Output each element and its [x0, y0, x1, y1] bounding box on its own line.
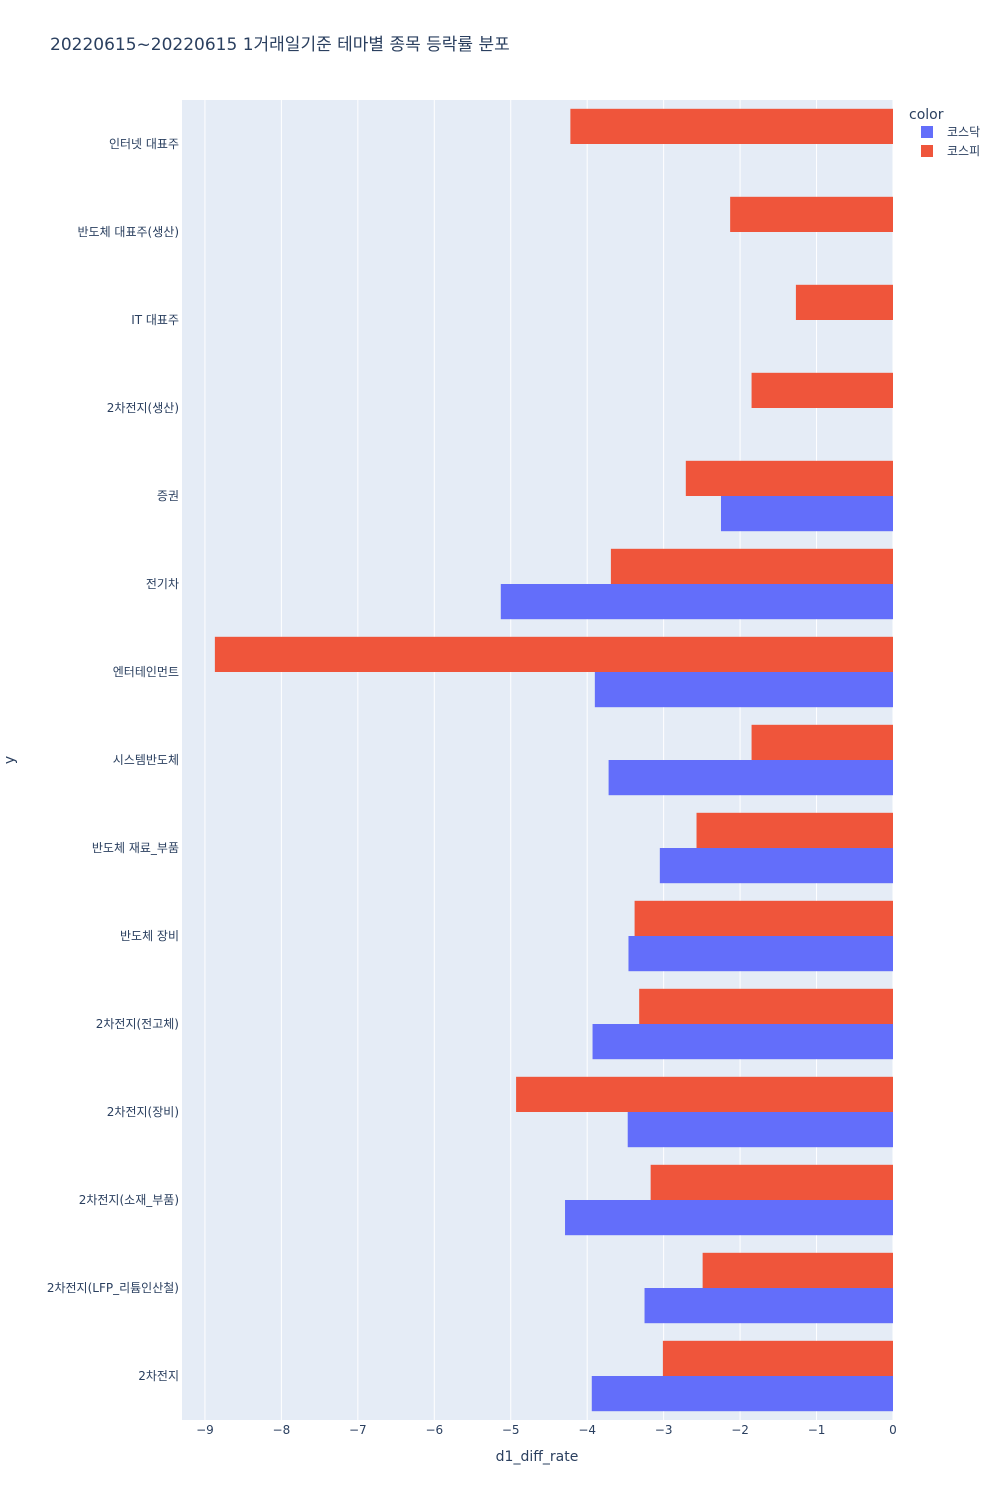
y-tick-label: 증권 [157, 489, 179, 503]
y-tick-label: 2차전지(생산) [107, 401, 179, 415]
x-axis-title: d1_diff_rate [496, 1449, 579, 1465]
bar-kospi[interactable] [610, 548, 893, 584]
bar-kospi[interactable] [570, 108, 893, 144]
y-tick-label: 2차전지(LFP_리튬인산철) [47, 1281, 179, 1295]
x-tick-label: −7 [349, 1423, 367, 1437]
bar-kospi[interactable] [639, 988, 893, 1024]
bar-kospi[interactable] [751, 724, 893, 760]
bar-kospi[interactable] [650, 1164, 893, 1200]
bar-kosdaq[interactable] [627, 1112, 893, 1148]
bar-kospi[interactable] [214, 636, 893, 672]
y-tick-label: 반도체 대표주(생산) [78, 225, 180, 239]
legend-label[interactable]: 코스닥 [947, 125, 980, 139]
x-tick-label: −3 [655, 1423, 673, 1437]
x-tick-label: −9 [196, 1423, 214, 1437]
bar-kospi[interactable] [685, 460, 893, 496]
x-tick-label: −8 [273, 1423, 291, 1437]
x-tick-label: 0 [889, 1423, 897, 1437]
bar-kospi[interactable] [634, 900, 893, 936]
y-tick-label: 시스템반도체 [113, 753, 179, 767]
bar-kosdaq[interactable] [644, 1288, 893, 1324]
y-tick-label: 엔터테인먼트 [113, 665, 179, 679]
bar-kosdaq[interactable] [628, 936, 893, 972]
chart-title: 20220615~20220615 1거래일기준 테마별 종목 등락률 분포 [50, 35, 510, 55]
y-tick-label: 인터넷 대표주 [109, 137, 179, 151]
bar-kosdaq[interactable] [608, 760, 893, 796]
x-tick-label: −2 [731, 1423, 749, 1437]
legend-title: color [909, 107, 944, 123]
y-tick-label: 2차전지(장비) [107, 1105, 179, 1119]
bar-kosdaq[interactable] [720, 496, 893, 532]
bars [214, 108, 893, 1412]
y-tick-label: 전기차 [146, 577, 179, 591]
y-tick-label: 반도체 장비 [120, 929, 179, 943]
bar-kospi[interactable] [730, 196, 893, 232]
bar-kospi[interactable] [751, 372, 893, 408]
legend-label[interactable]: 코스피 [947, 144, 980, 158]
bar-kospi[interactable] [662, 1340, 893, 1376]
x-tick-label: −6 [425, 1423, 443, 1437]
bar-kospi[interactable] [516, 1076, 893, 1112]
x-tick-labels: −9 −8 −7 −6 −5 −4 −3 −2 −1 0 [196, 1423, 897, 1437]
x-tick-label: −1 [808, 1423, 826, 1437]
x-tick-label: −5 [502, 1423, 520, 1437]
bar-kosdaq[interactable] [591, 1376, 893, 1412]
bar-kosdaq[interactable] [659, 848, 893, 884]
x-tick-label: −4 [578, 1423, 596, 1437]
bar-kosdaq[interactable] [565, 1200, 893, 1236]
bar-kospi[interactable] [702, 1252, 893, 1288]
y-tick-label: 2차전지(소재_부품) [79, 1193, 179, 1207]
y-tick-label: 반도체 재료_부품 [92, 841, 179, 855]
bar-kospi[interactable] [795, 284, 893, 320]
y-axis-title: y [2, 756, 18, 764]
y-tick-label: 2차전지 [138, 1369, 179, 1383]
y-tick-label: IT 대표주 [131, 313, 179, 327]
y-tick-label: 2차전지(전고체) [96, 1017, 179, 1031]
legend-swatch[interactable] [921, 126, 933, 138]
bar-kosdaq[interactable] [592, 1024, 893, 1060]
bar-kosdaq[interactable] [500, 584, 893, 620]
bar-kospi[interactable] [696, 812, 893, 848]
legend-swatch[interactable] [921, 145, 933, 157]
bar-kosdaq[interactable] [594, 672, 893, 708]
